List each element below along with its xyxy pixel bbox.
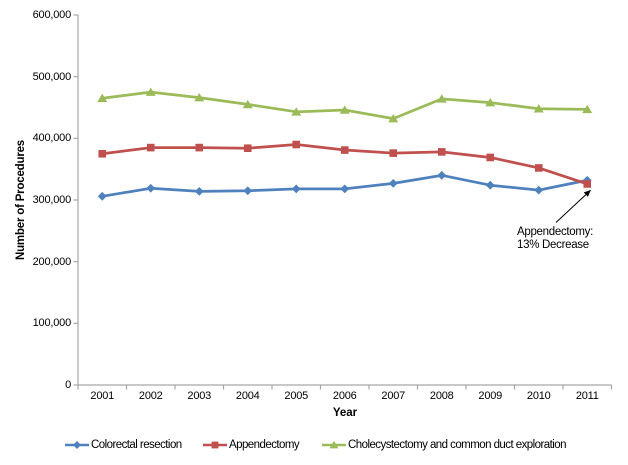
square-marker bbox=[146, 143, 155, 152]
triangle-marker bbox=[436, 94, 447, 103]
triangle-marker bbox=[242, 99, 253, 109]
series-colorectal-resection bbox=[97, 170, 592, 201]
y-tick-label: 500,000 bbox=[32, 70, 72, 83]
y-tick-label: 600,000 bbox=[32, 9, 72, 21]
square-marker bbox=[243, 144, 252, 152]
diamond-marker bbox=[388, 178, 398, 188]
x-tick-label: 2011 bbox=[575, 390, 599, 402]
x-tick-label: 2009 bbox=[478, 390, 503, 402]
square-legend-swatch bbox=[203, 441, 227, 449]
diamond-marker bbox=[146, 183, 156, 193]
square-marker bbox=[211, 441, 219, 449]
x-tick-label: 2008 bbox=[429, 390, 454, 402]
annotation-line: 13% Decrease bbox=[517, 238, 589, 251]
legend-item-appendectomy: Appendectomy bbox=[203, 438, 300, 452]
square-marker bbox=[98, 149, 107, 158]
triangle-marker bbox=[582, 104, 593, 114]
square-marker bbox=[437, 148, 446, 156]
legend-label: Colorectal resection bbox=[91, 439, 182, 451]
legend-label: Appendectomy bbox=[229, 439, 300, 451]
x-tick-label: 2010 bbox=[526, 390, 551, 402]
y-tick-label: 400,000 bbox=[32, 132, 72, 145]
square-marker bbox=[389, 149, 398, 157]
legend-item-colorectal-resection: Colorectal resection bbox=[65, 438, 182, 452]
legend-item-cholecystectomy-and-common-duct-exploration: Cholecystectomy and common duct explorat… bbox=[322, 438, 567, 452]
triangle-marker bbox=[485, 97, 496, 107]
x-tick-label: 2005 bbox=[284, 390, 309, 402]
square-marker bbox=[195, 143, 204, 152]
x-tick-label: 2003 bbox=[187, 390, 212, 402]
square-marker bbox=[486, 153, 495, 162]
y-tick-label: 200,000 bbox=[32, 255, 72, 268]
diamond-marker bbox=[485, 180, 495, 190]
axis-lines bbox=[77, 15, 612, 386]
diamond-marker bbox=[340, 184, 350, 194]
series-cholecystectomy-and-common-duct-exploration bbox=[97, 87, 593, 123]
triangle-legend-swatch bbox=[322, 440, 346, 449]
annotation-arrow bbox=[555, 189, 591, 223]
diamond-marker bbox=[534, 185, 544, 195]
x-tick-label: 2004 bbox=[235, 390, 260, 402]
square-marker bbox=[292, 140, 301, 149]
annotation-text: Appendectomy: 13% Decrease bbox=[517, 226, 593, 251]
square-marker bbox=[534, 164, 543, 172]
x-tick-label: 2006 bbox=[332, 390, 357, 402]
diamond-marker bbox=[97, 191, 107, 201]
triangle-marker bbox=[329, 440, 339, 449]
y-tick-label: 0 bbox=[65, 379, 71, 391]
diamond-marker bbox=[437, 170, 447, 180]
x-tick-label: 2007 bbox=[381, 390, 406, 402]
legend-label: Cholecystectomy and common duct explorat… bbox=[348, 439, 567, 451]
x-tick-label: 2002 bbox=[138, 390, 163, 402]
y-tick-label: 100,000 bbox=[32, 317, 72, 330]
diamond-marker bbox=[73, 441, 81, 449]
annotation-line: Appendectomy: bbox=[517, 226, 594, 238]
diamond-marker bbox=[243, 186, 253, 196]
x-axis-title: Year bbox=[332, 407, 358, 419]
triangle-marker bbox=[194, 93, 205, 102]
square-marker bbox=[583, 180, 592, 188]
y-tick-label: 300,000 bbox=[32, 194, 72, 206]
triangle-marker bbox=[339, 105, 350, 114]
triangle-marker bbox=[291, 107, 302, 116]
triangle-marker bbox=[533, 104, 544, 113]
series-appendectomy bbox=[98, 140, 592, 188]
diamond-legend-swatch bbox=[65, 441, 89, 449]
diamond-marker bbox=[291, 184, 301, 194]
x-tick-label: 2001 bbox=[90, 390, 115, 402]
diamond-marker bbox=[194, 186, 204, 196]
triangle-marker bbox=[97, 93, 108, 103]
triangle-marker bbox=[388, 114, 399, 123]
square-marker bbox=[340, 146, 349, 154]
series-line bbox=[102, 90, 588, 120]
triangle-marker bbox=[145, 87, 156, 96]
